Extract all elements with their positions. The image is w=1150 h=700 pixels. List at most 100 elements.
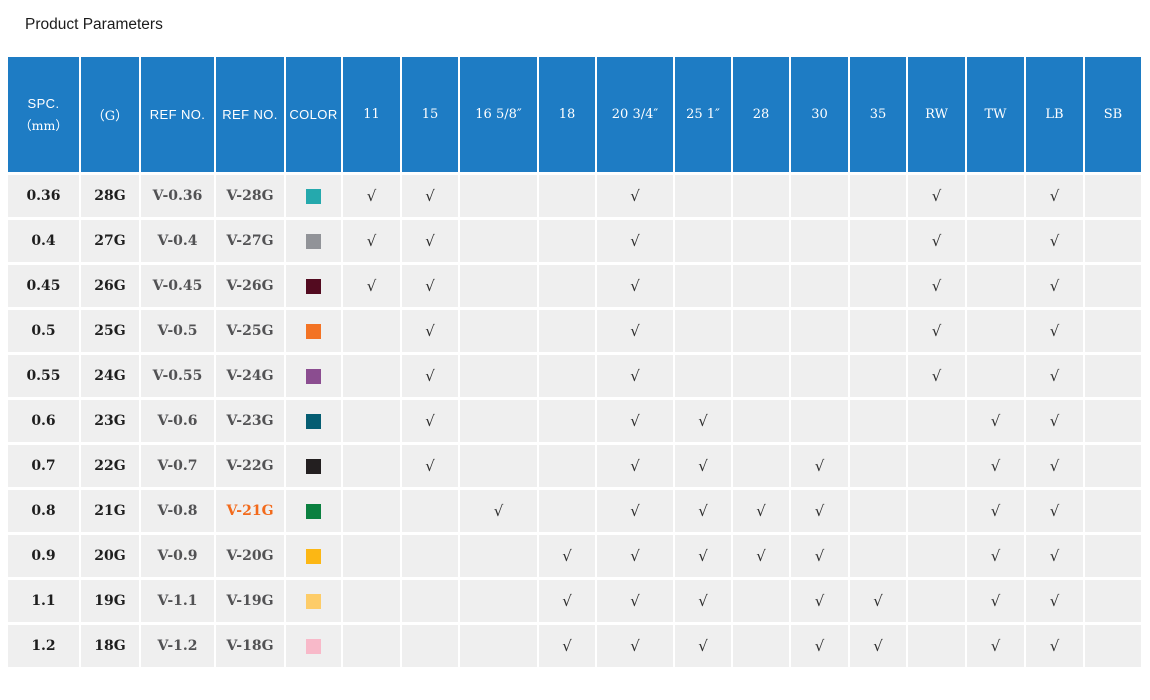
check-icon: √ bbox=[931, 366, 942, 385]
check-icon: √ bbox=[366, 231, 377, 250]
cell-s20: √ bbox=[597, 490, 673, 532]
cell-s11 bbox=[343, 535, 400, 577]
cell-s15: √ bbox=[402, 355, 458, 397]
cell-rw bbox=[908, 535, 965, 577]
cell-ref1: V-0.4 bbox=[141, 220, 214, 262]
cell-s35 bbox=[850, 535, 906, 577]
cell-g: 27G bbox=[81, 220, 139, 262]
header-label: RW bbox=[925, 107, 948, 122]
cell-g: 18G bbox=[81, 625, 139, 667]
cell-s16 bbox=[460, 310, 537, 352]
check-icon: √ bbox=[698, 501, 708, 520]
cell-spc: 0.6 bbox=[8, 400, 79, 442]
check-icon: √ bbox=[425, 411, 435, 430]
table-row: 0.8 21G V-0.8 V-21G √ √ √ √ √ √ √ bbox=[8, 490, 1141, 532]
cell-s18 bbox=[539, 310, 595, 352]
cell-ref1: V-0.9 bbox=[141, 535, 214, 577]
header-cell-s18: 18 bbox=[539, 57, 595, 172]
cell-s15 bbox=[402, 490, 458, 532]
color-swatch bbox=[306, 323, 321, 339]
cell-tw bbox=[967, 175, 1024, 217]
check-icon: √ bbox=[425, 366, 435, 385]
cell-s30: √ bbox=[791, 625, 848, 667]
cell-s15: √ bbox=[402, 220, 458, 262]
color-swatch bbox=[306, 638, 321, 654]
cell-s16 bbox=[460, 265, 537, 307]
cell-s11 bbox=[343, 625, 400, 667]
cell-spc: 0.45 bbox=[8, 265, 79, 307]
cell-g: 26G bbox=[81, 265, 139, 307]
cell-spc: 0.7 bbox=[8, 445, 79, 487]
cell-s15: √ bbox=[402, 445, 458, 487]
cell-s16: √ bbox=[460, 490, 537, 532]
header-cell-color: COLOR bbox=[286, 57, 341, 172]
cell-ref1: V-1.2 bbox=[141, 625, 214, 667]
cell-color bbox=[286, 310, 341, 352]
cell-color bbox=[286, 355, 341, 397]
cell-rw bbox=[908, 445, 965, 487]
cell-lb: √ bbox=[1026, 355, 1083, 397]
header-label: 11 bbox=[363, 107, 380, 122]
color-swatch bbox=[306, 503, 321, 519]
cell-lb: √ bbox=[1026, 400, 1083, 442]
cell-sb bbox=[1085, 400, 1141, 442]
cell-s20: √ bbox=[597, 625, 673, 667]
cell-s30: √ bbox=[791, 445, 848, 487]
cell-ref1: V-0.36 bbox=[141, 175, 214, 217]
cell-sb bbox=[1085, 535, 1141, 577]
check-icon: √ bbox=[1049, 591, 1060, 610]
cell-s25: √ bbox=[675, 580, 731, 622]
cell-s16 bbox=[460, 535, 537, 577]
cell-s35 bbox=[850, 400, 906, 442]
cell-ref2: V-21G bbox=[216, 490, 284, 532]
cell-lb: √ bbox=[1026, 490, 1083, 532]
check-icon: √ bbox=[630, 591, 640, 610]
cell-s20: √ bbox=[597, 445, 673, 487]
check-icon: √ bbox=[630, 546, 640, 565]
cell-ref1: V-0.8 bbox=[141, 490, 214, 532]
table-row: 1.2 18G V-1.2 V-18G √ √ √ √ √ √ √ bbox=[8, 625, 1141, 667]
check-icon: √ bbox=[1049, 456, 1060, 475]
check-icon: √ bbox=[493, 501, 504, 520]
header-cell-s11: 11 bbox=[343, 57, 400, 172]
check-icon: √ bbox=[931, 321, 942, 340]
table-header-row: SPC. （mm） （G） REF NO. REF NO. COLOR 11 15 16 5/8… bbox=[8, 57, 1141, 172]
cell-tw: √ bbox=[967, 535, 1024, 577]
cell-s28 bbox=[733, 445, 789, 487]
check-icon: √ bbox=[425, 231, 435, 250]
check-icon: √ bbox=[630, 231, 640, 250]
cell-tw: √ bbox=[967, 580, 1024, 622]
header-cell-tw: TW bbox=[967, 57, 1024, 172]
cell-spc: 0.8 bbox=[8, 490, 79, 532]
cell-s20: √ bbox=[597, 175, 673, 217]
cell-s18 bbox=[539, 355, 595, 397]
header-cell-rw: RW bbox=[908, 57, 965, 172]
cell-lb: √ bbox=[1026, 175, 1083, 217]
cell-s25 bbox=[675, 220, 731, 262]
check-icon: √ bbox=[698, 591, 708, 610]
cell-s35 bbox=[850, 265, 906, 307]
cell-ref2: V-25G bbox=[216, 310, 284, 352]
cell-rw: √ bbox=[908, 220, 965, 262]
product-parameters-table: SPC. （mm） （G） REF NO. REF NO. COLOR 11 15 16 5/8… bbox=[6, 54, 1143, 670]
cell-tw: √ bbox=[967, 400, 1024, 442]
cell-s15 bbox=[402, 535, 458, 577]
cell-spc: 0.36 bbox=[8, 175, 79, 217]
cell-rw: √ bbox=[908, 265, 965, 307]
cell-s16 bbox=[460, 220, 537, 262]
check-icon: √ bbox=[814, 456, 825, 475]
cell-ref2: V-18G bbox=[216, 625, 284, 667]
check-icon: √ bbox=[1049, 186, 1060, 205]
cell-ref2: V-24G bbox=[216, 355, 284, 397]
cell-sb bbox=[1085, 355, 1141, 397]
cell-tw: √ bbox=[967, 490, 1024, 532]
check-icon: √ bbox=[1049, 321, 1060, 340]
cell-spc: 1.1 bbox=[8, 580, 79, 622]
cell-spc: 0.5 bbox=[8, 310, 79, 352]
cell-s35 bbox=[850, 445, 906, 487]
cell-rw bbox=[908, 625, 965, 667]
cell-s11: √ bbox=[343, 265, 400, 307]
cell-color bbox=[286, 445, 341, 487]
cell-s18 bbox=[539, 265, 595, 307]
color-swatch bbox=[306, 593, 321, 609]
